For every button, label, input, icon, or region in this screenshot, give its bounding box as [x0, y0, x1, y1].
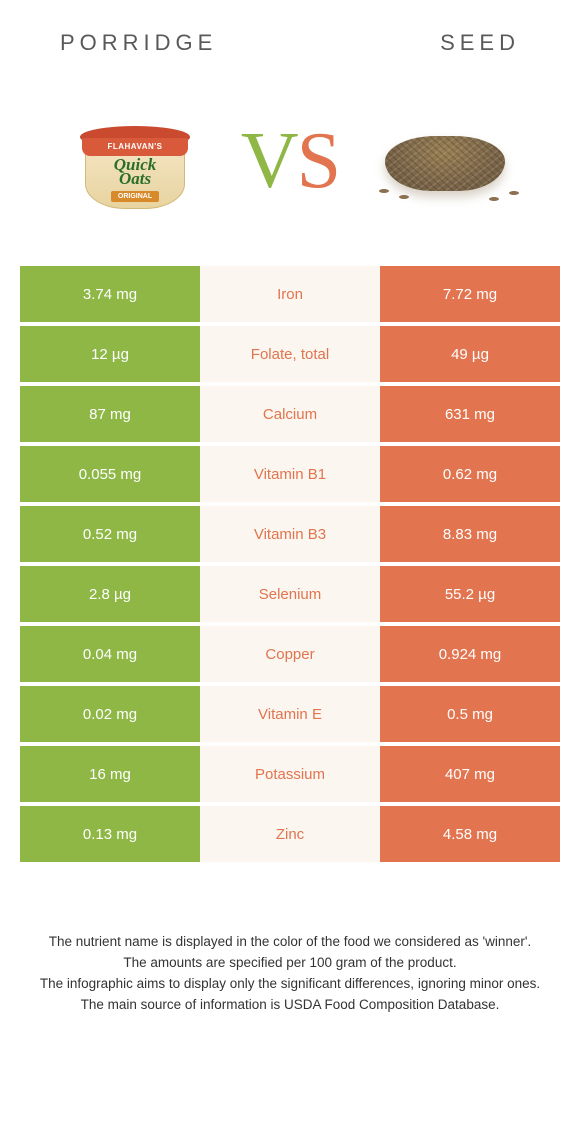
title-row: Porridge Seed — [20, 30, 560, 56]
table-row: 87 mgCalcium631 mg — [20, 386, 560, 442]
nutrient-table: 3.74 mgIron7.72 mg12 µgFolate, total49 µ… — [20, 266, 560, 862]
porridge-name: Quick Oats — [99, 158, 171, 187]
porridge-image: FLAHAVAN'S Quick Oats ORIGINAL — [65, 106, 205, 216]
table-row: 0.055 mgVitamin B10.62 mg — [20, 446, 560, 502]
cell-left-value: 0.02 mg — [20, 686, 200, 742]
table-row: 0.52 mgVitamin B38.83 mg — [20, 506, 560, 562]
title-left: Porridge — [60, 30, 217, 56]
title-right: Seed — [440, 30, 520, 56]
cell-left-value: 2.8 µg — [20, 566, 200, 622]
cell-right-value: 49 µg — [380, 326, 560, 382]
cell-right-value: 631 mg — [380, 386, 560, 442]
infographic-page: Porridge Seed FLAHAVAN'S Quick Oats ORIG… — [0, 0, 580, 1036]
cell-left-value: 12 µg — [20, 326, 200, 382]
cell-right-value: 7.72 mg — [380, 266, 560, 322]
cell-right-value: 0.5 mg — [380, 686, 560, 742]
cell-left-value: 87 mg — [20, 386, 200, 442]
table-row: 2.8 µgSelenium55.2 µg — [20, 566, 560, 622]
vs-label: VS — [241, 116, 339, 207]
cell-right-value: 8.83 mg — [380, 506, 560, 562]
table-row: 0.13 mgZinc4.58 mg — [20, 806, 560, 862]
cell-left-value: 0.055 mg — [20, 446, 200, 502]
seed-image — [375, 106, 515, 216]
cell-left-value: 0.52 mg — [20, 506, 200, 562]
cell-left-value: 0.13 mg — [20, 806, 200, 862]
vs-s: S — [297, 117, 340, 205]
porridge-variant: ORIGINAL — [111, 191, 159, 202]
cell-right-value: 4.58 mg — [380, 806, 560, 862]
cell-right-value: 0.924 mg — [380, 626, 560, 682]
cell-left-value: 0.04 mg — [20, 626, 200, 682]
vs-v: V — [241, 117, 297, 205]
cell-nutrient-label: Iron — [200, 266, 380, 322]
footer-line: The infographic aims to display only the… — [35, 974, 545, 995]
table-row: 0.04 mgCopper0.924 mg — [20, 626, 560, 682]
porridge-brand: FLAHAVAN'S — [82, 138, 188, 156]
cell-left-value: 16 mg — [20, 746, 200, 802]
cell-nutrient-label: Vitamin E — [200, 686, 380, 742]
footer-line: The nutrient name is displayed in the co… — [35, 932, 545, 953]
footer-notes: The nutrient name is displayed in the co… — [20, 932, 560, 1016]
footer-line: The amounts are specified per 100 gram o… — [35, 953, 545, 974]
cell-right-value: 55.2 µg — [380, 566, 560, 622]
table-row: 16 mgPotassium407 mg — [20, 746, 560, 802]
cell-nutrient-label: Copper — [200, 626, 380, 682]
footer-line: The main source of information is USDA F… — [35, 995, 545, 1016]
hero-row: FLAHAVAN'S Quick Oats ORIGINAL VS — [20, 106, 560, 216]
cell-nutrient-label: Folate, total — [200, 326, 380, 382]
table-row: 0.02 mgVitamin E0.5 mg — [20, 686, 560, 742]
cell-nutrient-label: Calcium — [200, 386, 380, 442]
cell-nutrient-label: Vitamin B3 — [200, 506, 380, 562]
cell-right-value: 0.62 mg — [380, 446, 560, 502]
cell-nutrient-label: Vitamin B1 — [200, 446, 380, 502]
table-row: 3.74 mgIron7.72 mg — [20, 266, 560, 322]
cell-nutrient-label: Zinc — [200, 806, 380, 862]
cell-nutrient-label: Selenium — [200, 566, 380, 622]
table-row: 12 µgFolate, total49 µg — [20, 326, 560, 382]
cell-left-value: 3.74 mg — [20, 266, 200, 322]
cell-right-value: 407 mg — [380, 746, 560, 802]
cell-nutrient-label: Potassium — [200, 746, 380, 802]
